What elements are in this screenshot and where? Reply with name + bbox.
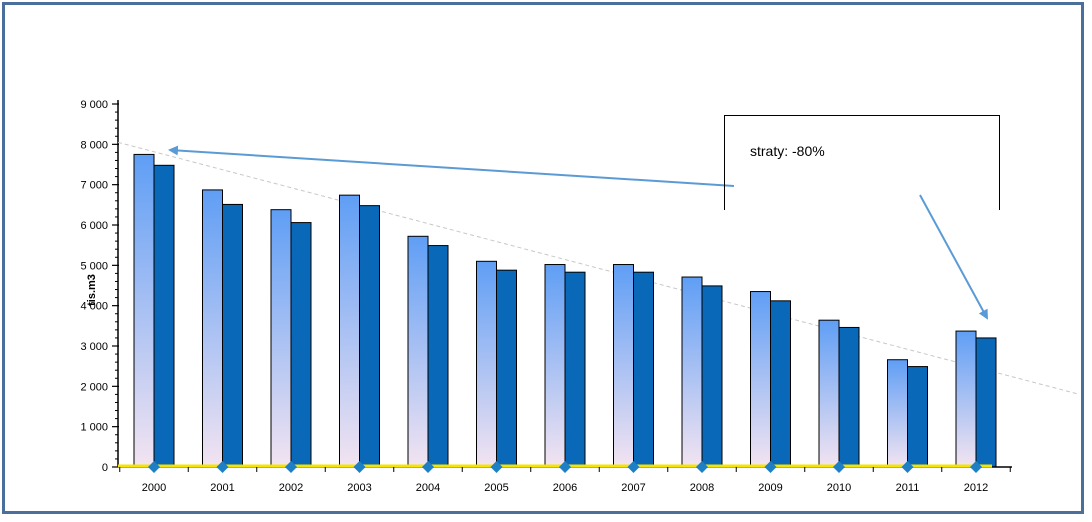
y-tick-label: 4 000 xyxy=(80,301,108,313)
bar-series2 xyxy=(564,271,586,468)
bar-series1 xyxy=(407,235,429,468)
y-axis: 0 1 000 2 000 3 000 4 000 5 000 6 000 7 000 8 00… xyxy=(80,99,119,474)
point-marker xyxy=(901,461,914,473)
x-axis: 2000 2001 2002 2003 2004 2005 2006 2007 2008 2009… xyxy=(118,461,1012,494)
annotation-arrow-right xyxy=(919,194,988,320)
bar-series1 xyxy=(270,209,292,468)
point-marker xyxy=(627,461,640,473)
x-tick-label: 2008 xyxy=(690,482,714,494)
x-tick-label: 2007 xyxy=(621,482,645,494)
bars-layer xyxy=(133,153,997,468)
y-tick-label: 2 000 xyxy=(80,381,108,393)
y-tick-label: 3 000 xyxy=(80,341,108,353)
point-marker xyxy=(833,461,845,473)
y-tick-label: 1 000 xyxy=(80,422,108,434)
point-marker xyxy=(148,461,160,473)
bar-series1 xyxy=(955,330,977,468)
x-tick-label: 2004 xyxy=(416,482,440,494)
bar-series1 xyxy=(133,153,155,468)
point-marker xyxy=(216,461,229,473)
bar-series2 xyxy=(975,337,997,468)
bar-series2 xyxy=(701,285,723,468)
y-tick-label: 9 000 xyxy=(80,99,108,111)
x-tick-label: 2006 xyxy=(553,482,577,494)
point-marker xyxy=(764,461,777,473)
point-marker xyxy=(285,461,297,473)
bar-series1 xyxy=(613,264,634,468)
bar-series2 xyxy=(496,269,517,468)
y-tick-label: 5 000 xyxy=(80,260,108,272)
bar-series1 xyxy=(202,189,223,468)
x-tick-label: 2011 xyxy=(896,482,920,494)
bar-series1 xyxy=(339,194,360,468)
bar-series1 xyxy=(750,291,771,468)
annotation-text: straty: -80% xyxy=(750,143,825,159)
bar-series2 xyxy=(222,203,243,468)
x-tick-label: 2002 xyxy=(279,482,303,494)
x-tick-label: 2009 xyxy=(758,482,782,494)
y-tick-label: 0 xyxy=(102,462,108,474)
x-tick-label: 2012 xyxy=(964,482,988,494)
bar-series2 xyxy=(359,205,380,468)
bar-series1 xyxy=(887,359,908,468)
point-marker xyxy=(490,461,503,473)
y-tick-label: 7 000 xyxy=(80,180,108,192)
trendline-layer xyxy=(117,141,1079,395)
bar-series1 xyxy=(544,264,566,468)
x-tick-label: 2000 xyxy=(142,482,166,494)
x-tick-label: 2010 xyxy=(827,482,851,494)
bar-series2 xyxy=(907,366,928,468)
point-marker xyxy=(353,461,366,473)
y-tick-label: 6 000 xyxy=(80,220,108,232)
bar-series1 xyxy=(476,260,497,468)
bar-series2 xyxy=(770,300,791,468)
x-tick-label: 2001 xyxy=(210,482,234,494)
bar-series2 xyxy=(153,164,175,468)
arrows-layer xyxy=(168,145,988,320)
bar-series2 xyxy=(427,245,449,468)
trendline xyxy=(117,141,1079,395)
bar-series2 xyxy=(633,271,654,468)
bar-series1 xyxy=(681,276,703,468)
x-tick-label: 2005 xyxy=(484,482,508,494)
x-tick-label: 2003 xyxy=(347,482,371,494)
annotation-arrow-left xyxy=(168,145,735,187)
point-marker xyxy=(559,461,571,473)
y-tick-label: 8 000 xyxy=(80,139,108,151)
annotation-box xyxy=(724,115,1000,210)
y-axis-label: tis.m3 xyxy=(86,274,98,306)
point-marker xyxy=(696,461,708,473)
bar-series1 xyxy=(818,319,840,468)
point-marker xyxy=(970,461,982,473)
point-marker xyxy=(422,461,434,473)
bar-series2 xyxy=(838,326,860,468)
bar-series2 xyxy=(290,222,312,468)
